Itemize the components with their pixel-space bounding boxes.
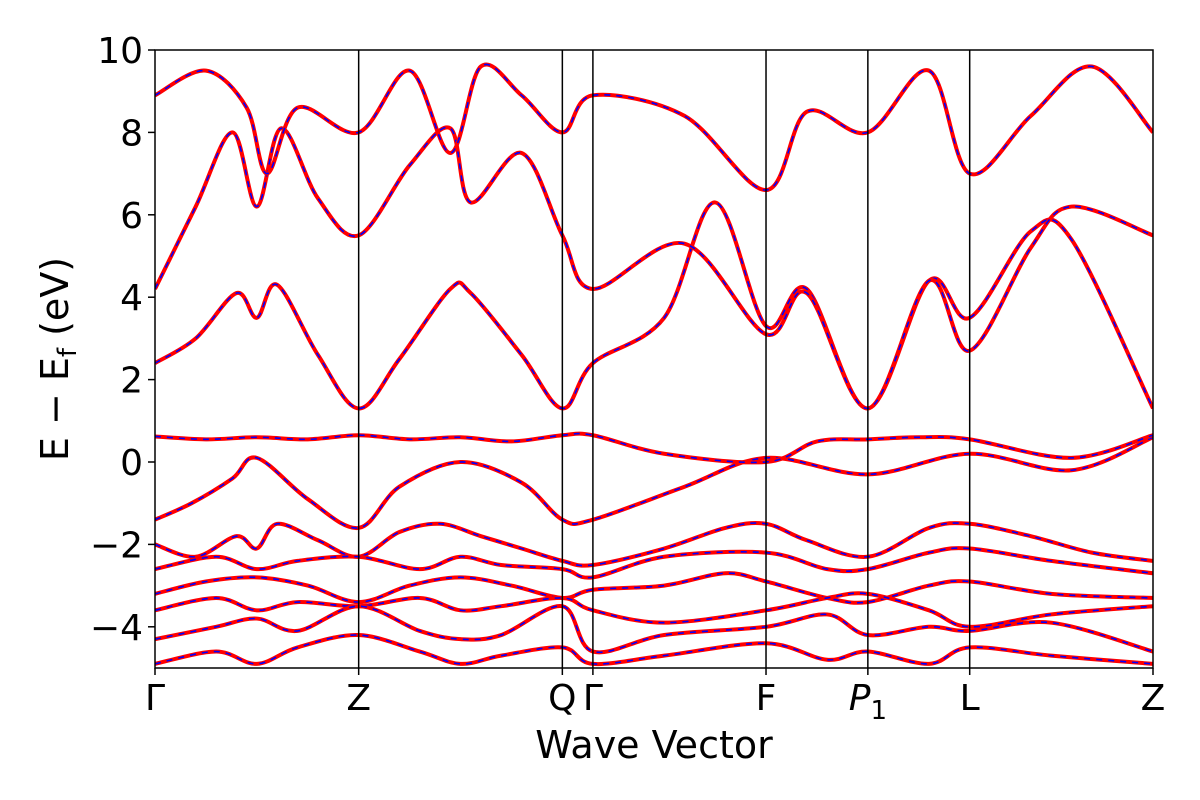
y-tick-label: 4 — [120, 278, 143, 319]
band-line-9 — [155, 591, 1153, 629]
band-line-8 — [155, 571, 1153, 605]
y-tick-label: −4 — [90, 608, 143, 649]
x-tick-label-6: P1 — [849, 678, 887, 726]
band-line-dashed-11 — [155, 634, 1153, 665]
y-tick-label: 8 — [120, 113, 143, 154]
y-tick-label: 0 — [120, 443, 143, 484]
plot-area — [155, 62, 1153, 667]
band-line-dashed-6 — [155, 522, 1153, 567]
x-tick-label-3: Q — [548, 678, 576, 719]
band-line-dashed-2 — [155, 432, 1153, 464]
x-axis-title: Wave Vector — [535, 723, 773, 767]
x-tick-label-8: Z — [1141, 678, 1166, 719]
x-tick-label-4: Γ — [583, 678, 603, 719]
band-line-3 — [155, 200, 1153, 411]
band-line-dashed-3 — [155, 201, 1153, 410]
y-tick-label: 10 — [97, 31, 143, 72]
y-tick-label: 6 — [120, 196, 143, 237]
x-tick-label-5: F — [756, 678, 777, 719]
y-tick-label: 2 — [120, 361, 143, 402]
band-line-dashed-1 — [155, 436, 1153, 529]
band-line-dashed-8 — [155, 572, 1153, 604]
plot-frame — [154, 49, 1154, 669]
band-line-dashed-10 — [155, 605, 1153, 654]
y-tick-label: −2 — [90, 525, 143, 566]
x-tick-label-2: Z — [346, 678, 371, 719]
band-line-dashed-5 — [155, 63, 1153, 191]
y-axis-title: E − Ef (eV) — [33, 257, 83, 461]
x-tick-label-7: L — [960, 678, 980, 719]
x-tick-label-1: Γ — [145, 678, 165, 719]
